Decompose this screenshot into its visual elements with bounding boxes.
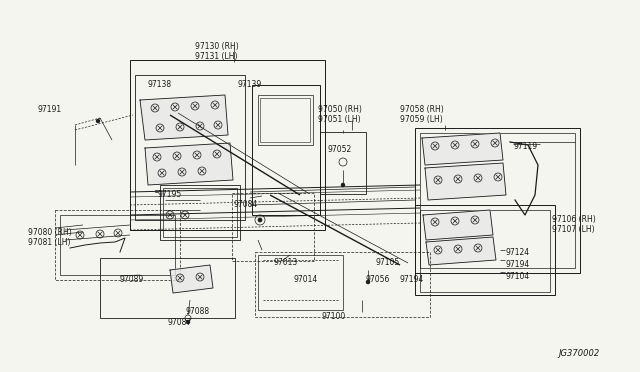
Circle shape	[341, 183, 345, 187]
Bar	[60, 215, 175, 275]
Text: 97104: 97104	[505, 272, 529, 281]
Bar	[255, 252, 430, 317]
Circle shape	[186, 320, 190, 324]
Bar	[100, 258, 235, 318]
Bar	[415, 128, 580, 273]
Text: 97191: 97191	[38, 105, 62, 114]
Text: 97058 (RH): 97058 (RH)	[400, 105, 444, 114]
Circle shape	[258, 218, 262, 222]
Bar	[135, 75, 245, 220]
Polygon shape	[170, 265, 213, 293]
Text: 97124: 97124	[505, 248, 529, 257]
Bar	[163, 188, 237, 237]
Polygon shape	[140, 95, 228, 140]
Polygon shape	[425, 163, 506, 200]
Polygon shape	[423, 210, 493, 240]
Text: 97089: 97089	[120, 275, 144, 284]
Bar	[260, 98, 310, 142]
Text: 97119: 97119	[513, 142, 537, 151]
Text: 97051 (LH): 97051 (LH)	[318, 115, 360, 124]
Text: 97106 (RH): 97106 (RH)	[552, 215, 596, 224]
Text: 97087: 97087	[168, 318, 192, 327]
Bar	[420, 133, 575, 268]
Polygon shape	[426, 237, 496, 265]
Text: 97059 (LH): 97059 (LH)	[400, 115, 443, 124]
Text: 97084: 97084	[233, 200, 257, 209]
Text: 97080 (RH): 97080 (RH)	[28, 228, 72, 237]
Polygon shape	[422, 133, 503, 165]
Text: 97056: 97056	[365, 275, 389, 284]
Bar	[320, 132, 366, 194]
Bar	[232, 193, 314, 261]
Bar	[252, 85, 320, 215]
Text: 97138: 97138	[148, 80, 172, 89]
Text: 97139: 97139	[238, 80, 262, 89]
Circle shape	[96, 119, 100, 123]
Text: 97081 (LH): 97081 (LH)	[28, 238, 70, 247]
Circle shape	[366, 280, 370, 284]
Polygon shape	[145, 143, 233, 185]
Text: 97195: 97195	[158, 190, 182, 199]
Bar	[258, 95, 313, 145]
Text: JG370002: JG370002	[559, 349, 600, 358]
Text: 97131 (LH): 97131 (LH)	[195, 52, 237, 61]
Text: 97130 (RH): 97130 (RH)	[195, 42, 239, 51]
Text: 97013: 97013	[273, 258, 297, 267]
Text: 97088: 97088	[185, 307, 209, 316]
Bar	[160, 185, 240, 240]
Text: 97100: 97100	[322, 312, 346, 321]
Text: 97194: 97194	[505, 260, 529, 269]
Bar	[130, 60, 325, 230]
Text: 97052: 97052	[327, 145, 351, 154]
Text: 97014: 97014	[293, 275, 317, 284]
Text: 97105: 97105	[375, 258, 399, 267]
Bar	[55, 210, 180, 280]
Bar	[420, 210, 550, 292]
Bar	[415, 205, 555, 295]
Text: 97050 (RH): 97050 (RH)	[318, 105, 362, 114]
Text: 97194: 97194	[400, 275, 424, 284]
Bar	[258, 255, 343, 310]
Text: 97107 (LH): 97107 (LH)	[552, 225, 595, 234]
